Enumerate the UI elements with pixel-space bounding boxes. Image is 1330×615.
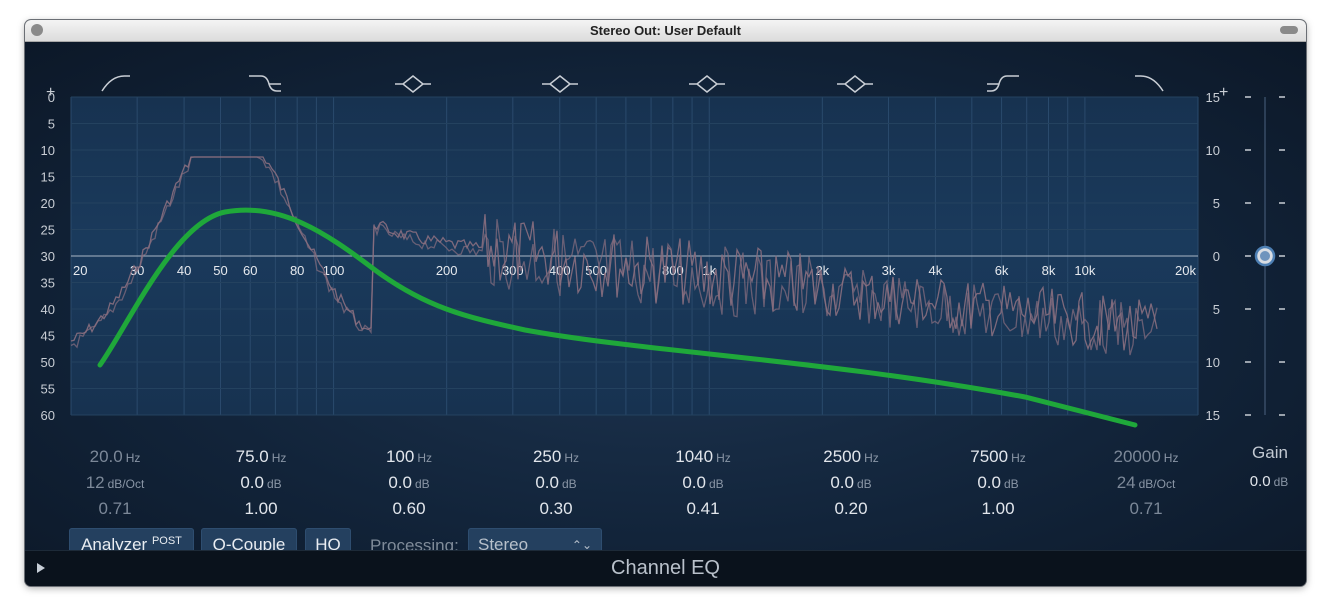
bell-icon[interactable] (540, 73, 580, 95)
band-q[interactable]: 0.71 (1129, 499, 1163, 518)
gain-label: Gain (1252, 443, 1288, 462)
left-axis-tick: 35 (41, 276, 55, 291)
frequency-label: 8k (1042, 263, 1056, 278)
frequency-label: 60 (243, 263, 257, 278)
bell-icon[interactable] (687, 73, 727, 95)
band-frequency[interactable]: 7500 Hz (970, 447, 1026, 466)
analyzer-trace (70, 156, 1158, 356)
collapse-icon[interactable] (1280, 26, 1298, 34)
band-q[interactable]: 1.00 (244, 499, 278, 518)
disclosure-triangle-icon[interactable] (37, 563, 45, 573)
eq-window: Stereo Out: User Default + + 0 5 10 15 20 25 3… (25, 20, 1306, 586)
band-q[interactable]: 0.71 (98, 499, 132, 518)
band-frequency[interactable]: 20.0 Hz (89, 447, 141, 466)
right-axis-tick: 10 (1206, 355, 1220, 370)
left-axis-tick: 15 (41, 170, 55, 185)
low-shelf-icon[interactable] (247, 73, 283, 95)
band-column: 20.0 Hz 12 dB/Oct 0.71 (55, 444, 175, 522)
right-axis-tick: 0 (1213, 249, 1220, 264)
band-frequency[interactable]: 2500 Hz (823, 447, 879, 466)
window-title: Stereo Out: User Default (590, 23, 741, 38)
band-column: 250 Hz 0.0 dB 0.30 (496, 444, 616, 522)
frequency-label: 6k (995, 263, 1009, 278)
left-axis-tick: 10 (41, 143, 55, 158)
band-frequency[interactable]: 1040 Hz (675, 447, 731, 466)
left-axis-tick: 50 (41, 355, 55, 370)
band-gain[interactable]: 0.0 dB (977, 473, 1019, 492)
left-axis-tick: 40 (41, 302, 55, 317)
frequency-label: 20k (1175, 263, 1196, 278)
chevron-updown-icon: ⌃⌄ (571, 538, 592, 552)
band-column: 2500 Hz 0.0 dB 0.20 (791, 444, 911, 522)
eq-panel: + + 0 5 10 15 20 25 30 35 40 45 50 55 60 15 10 5 0 5 10 15 2… (25, 42, 1306, 562)
left-axis-tick: 20 (41, 196, 55, 211)
band-gain[interactable]: 0.0 dB (535, 473, 577, 492)
frequency-label: 50 (213, 263, 227, 278)
left-axis-tick: 25 (41, 223, 55, 238)
band-frequency[interactable]: 100 Hz (385, 447, 433, 466)
band-frequency[interactable]: 250 Hz (532, 447, 580, 466)
frequency-label: 100 (323, 263, 345, 278)
bell-icon[interactable] (835, 73, 875, 95)
band-column: 7500 Hz 0.0 dB 1.00 (938, 444, 1058, 522)
left-axis-tick: 30 (41, 249, 55, 264)
low-cut-icon[interactable] (100, 73, 132, 95)
band-frequency[interactable]: 20000 Hz (1113, 447, 1179, 466)
title-bar[interactable]: Stereo Out: User Default (25, 20, 1306, 42)
right-axis-tick: 5 (1213, 302, 1220, 317)
bell-icon[interactable] (393, 73, 433, 95)
band-column: 100 Hz 0.0 dB 0.60 (349, 444, 469, 522)
left-axis-plus[interactable]: + (46, 84, 56, 101)
left-axis-tick: 55 (41, 382, 55, 397)
frequency-label: 40 (177, 263, 191, 278)
right-axis-plus[interactable]: + (1219, 84, 1229, 101)
band-q[interactable]: 0.30 (539, 499, 573, 518)
band-gain[interactable]: 0.0 dB (830, 473, 872, 492)
band-q[interactable]: 0.60 (392, 499, 426, 518)
frequency-label: 80 (290, 263, 304, 278)
footer: Channel EQ (25, 550, 1306, 586)
high-shelf-icon[interactable] (985, 73, 1021, 95)
frequency-label: 20 (73, 263, 87, 278)
gain-knob-center (1260, 251, 1270, 261)
band-q[interactable]: 1.00 (981, 499, 1015, 518)
eq-curve[interactable] (97, 207, 1138, 428)
right-axis-tick: 15 (1206, 90, 1220, 105)
right-axis-tick: 15 (1206, 408, 1220, 423)
plugin-name: Channel EQ (611, 557, 720, 579)
band-frequency[interactable]: 75.0 Hz (235, 447, 287, 466)
left-axis-tick: 45 (41, 329, 55, 344)
left-axis-tick: 0 (48, 90, 55, 105)
high-cut-icon[interactable] (1133, 73, 1165, 95)
analyzer-trace (70, 156, 1158, 351)
band-gain[interactable]: 12 dB/Oct (85, 473, 145, 492)
right-axis-tick: 5 (1213, 196, 1220, 211)
frequency-label: 10k (1074, 263, 1095, 278)
band-q[interactable]: 0.20 (834, 499, 868, 518)
gain-value[interactable]: 0.0 dB (1249, 473, 1289, 490)
band-gain[interactable]: 0.0 dB (240, 473, 282, 492)
frequency-label: 3k (882, 263, 896, 278)
frequency-label: 4k (929, 263, 943, 278)
band-gain[interactable]: 0.0 dB (682, 473, 724, 492)
band-column: 20000 Hz 24 dB/Oct 0.71 (1086, 444, 1206, 522)
band-q[interactable]: 0.41 (686, 499, 720, 518)
band-column: 1040 Hz 0.0 dB 0.41 (643, 444, 763, 522)
band-gain[interactable]: 0.0 dB (388, 473, 430, 492)
band-gain[interactable]: 24 dB/Oct (1116, 473, 1176, 492)
frequency-label: 500 (585, 263, 607, 278)
left-axis-tick: 5 (48, 117, 55, 132)
frequency-label: 2k (815, 263, 829, 278)
close-icon[interactable] (31, 24, 43, 36)
frequency-label: 200 (436, 263, 458, 278)
right-axis-tick: 10 (1206, 143, 1220, 158)
band-column: 75.0 Hz 0.0 dB 1.00 (201, 444, 321, 522)
left-axis-tick: 60 (41, 408, 55, 423)
